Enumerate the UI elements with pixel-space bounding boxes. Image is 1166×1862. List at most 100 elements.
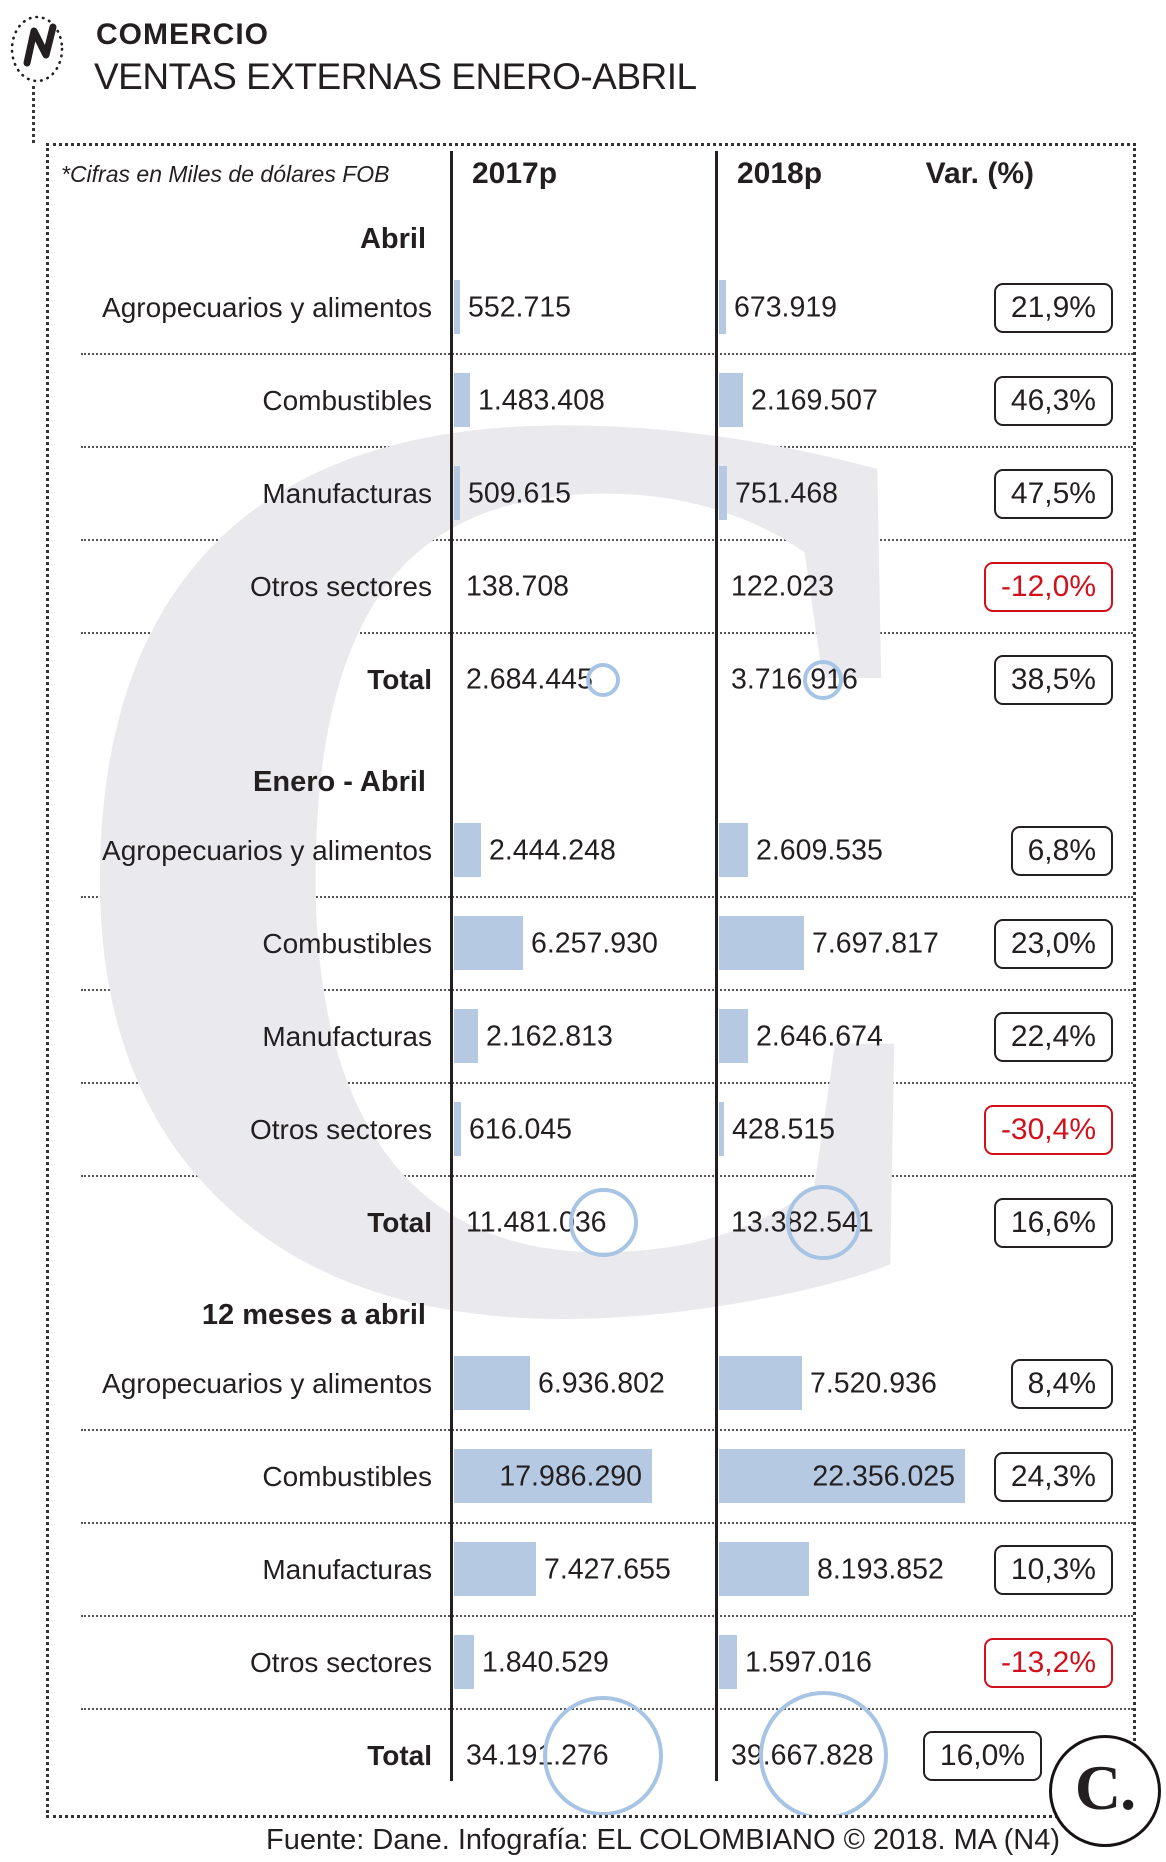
el-colombiano-logo-letter: C. [1074,1752,1136,1823]
total-circle [758,1691,888,1815]
bar-2018 [719,823,748,877]
row-label: Agropecuarios y alimentos [102,834,432,866]
value-cell-2018: 122.023 [717,541,985,632]
row-label: Manufacturas [262,477,432,509]
bar-2018 [719,373,743,427]
variation-cell: -12,0% [983,541,1113,632]
value-2017: 1.483.408 [478,384,605,416]
bar-2018 [719,1635,737,1689]
value-cell-2018: 7.520.936 [717,1338,985,1429]
column-header-2018: 2018p [737,157,823,190]
n-logo-icon [10,15,64,83]
table-row: Otros sectores 616.045 428.515 -30,4% [49,1084,1133,1175]
variation-cell: 6,8% [1010,805,1113,896]
bar-2018 [719,1102,724,1156]
section-header-label: Enero - Abril [253,766,426,798]
total-circle [803,659,843,700]
value-cell-2018: 428.515 [717,1084,985,1175]
bar-2017 [454,1449,652,1503]
row-separator [81,353,1133,355]
variation-cell: 16,6% [993,1177,1113,1268]
bar-2018 [719,1449,965,1503]
value-cell-2017: 17.986.290 [452,1431,715,1522]
section-header-label: Abril [359,223,426,255]
value-cell-2018: 3.716.916 [717,634,985,725]
table-row: Otros sectores 1.840.529 1.597.016 -13,2% [49,1617,1133,1708]
variation-badge: 38,5% [993,654,1113,705]
bar-2018 [719,1356,802,1410]
row-label: Total [367,1206,432,1238]
section-kicker: COMERCIO [96,18,269,51]
variation-badge: 8,4% [1010,1358,1113,1409]
total-circle [568,1188,638,1257]
variation-cell: -30,4% [983,1084,1113,1175]
value-2018: 22.356.025 [812,1460,955,1492]
total-circle [543,1695,663,1815]
bar-2018 [719,1009,748,1063]
row-separator [81,896,1133,898]
credit-line: Fuente: Dane. Infografía: EL COLOMBIANO … [266,1824,1060,1856]
value-cell-2017: 11.481.036 [452,1177,715,1268]
value-2017: 17.986.290 [499,1460,642,1492]
variation-badge: 22,4% [993,1011,1113,1062]
value-cell-2017: 509.615 [452,448,715,539]
value-2018: 673.919 [734,291,838,323]
row-label: Combustibles [262,1460,432,1492]
table-row: Agropecuarios y alimentos 552.715 673.919 2… [49,262,1133,353]
value-cell-2017: 6.257.930 [452,898,715,989]
table-row: Manufacturas 509.615 751.468 47,5% [49,448,1133,539]
variation-cell: -13,2% [983,1617,1113,1708]
row-label: Manufacturas [262,1553,432,1585]
table-row: Manufacturas 7.427.655 8.193.852 10,3% [49,1524,1133,1615]
value-2017: 2.444.248 [489,834,616,866]
table-row: Total 2.684.445 3.716.916 38,5% [49,634,1133,725]
bar-2018 [719,280,726,334]
table-row: Combustibles 1.483.408 2.169.507 46,3% [49,355,1133,446]
variation-badge: 24,3% [993,1451,1113,1502]
row-label: Manufacturas [262,1020,432,1052]
value-cell-2018: 2.169.507 [717,355,985,446]
value-cell-2017: 2.162.813 [452,991,715,1082]
section-header: Abril [49,198,1133,262]
value-2017: 552.715 [468,291,572,323]
row-label: Otros sectores [249,1646,432,1678]
column-header-var: Var. (%) [925,157,1034,190]
value-cell-2017: 34.191.276 [452,1695,715,1815]
chart-title: VENTAS EXTERNAS ENERO-ABRIL [94,56,697,97]
row-separator [81,632,1133,634]
bar-2017 [454,466,460,520]
value-cell-2017: 1.483.408 [452,355,715,446]
noticias-n-logo [8,10,64,86]
value-cell-2018: 673.919 [717,262,985,353]
variation-cell: 47,5% [993,448,1113,539]
bar-2018 [719,916,804,970]
value-cell-2018: 39.667.828 [717,1691,985,1815]
variation-cell: 23,0% [993,898,1113,989]
column-divider-2018 [715,151,718,1781]
value-2017: 6.257.930 [531,927,658,959]
variation-badge: 6,8% [1010,825,1113,876]
value-cell-2017: 7.427.655 [452,1524,715,1615]
value-cell-2017: 552.715 [452,262,715,353]
value-cell-2018: 2.646.674 [717,991,985,1082]
row-separator [81,1522,1133,1524]
table-body: Abril Agropecuarios y alimentos 552.715 673… [49,198,1133,1815]
variation-badge: 16,6% [993,1197,1113,1248]
unit-note: *Cifras en Miles de dólares FOB [61,161,390,187]
variation-cell: 38,5% [993,634,1113,725]
row-label: Agropecuarios y alimentos [102,291,432,323]
row-separator [81,539,1133,541]
variation-cell: 22,4% [993,991,1113,1082]
value-cell-2017: 6.936.802 [452,1338,715,1429]
row-label: Combustibles [262,927,432,959]
row-separator [81,989,1133,991]
value-cell-2018: 1.597.016 [717,1617,985,1708]
variation-badge: 23,0% [993,918,1113,969]
row-label: Agropecuarios y alimentos [102,1367,432,1399]
row-label: Total [367,1739,432,1771]
table-row: Total 34.191.276 39.667.828 16,0% [49,1691,1133,1815]
section-header: 12 meses a abril [49,1268,1133,1338]
variation-cell: 21,9% [993,262,1113,353]
total-circle [785,1185,861,1260]
